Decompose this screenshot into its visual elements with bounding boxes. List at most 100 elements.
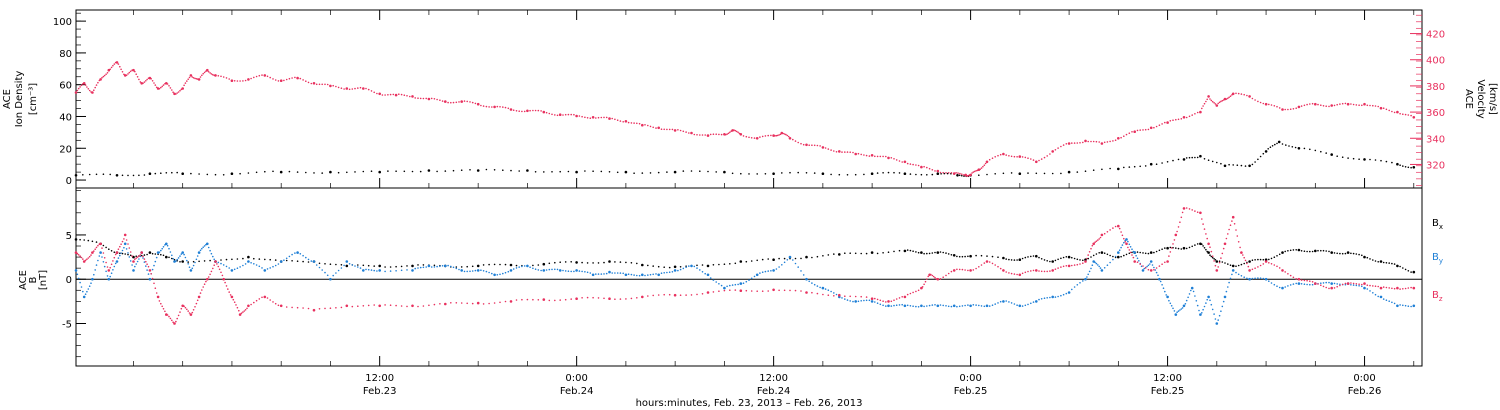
velocity-trace-dot — [1120, 136, 1122, 139]
density-trace-dot — [940, 173, 942, 175]
bz-trace-dot — [1222, 247, 1225, 250]
bx-trace-dot — [471, 265, 474, 268]
bz-trace-dot — [652, 294, 654, 297]
bx-trace-dot — [1095, 253, 1098, 255]
by-trace-dot — [79, 281, 81, 284]
by-trace-dot — [239, 266, 241, 268]
by-trace-dot — [545, 269, 548, 271]
by-trace-dot — [1180, 308, 1183, 310]
density-trace-dot — [1262, 152, 1265, 155]
by-trace-dot — [770, 270, 772, 272]
by-trace-dot — [86, 290, 88, 293]
velocity-trace-dot — [236, 80, 239, 82]
velocity-trace-dot — [1125, 133, 1128, 136]
by-trace-dot — [114, 262, 117, 265]
velocity-trace-dot — [212, 73, 214, 76]
by-trace-dot — [285, 257, 288, 260]
velocity-trace-dot — [242, 80, 244, 82]
by-trace-dot — [578, 270, 581, 272]
density-point — [476, 169, 480, 172]
bz-trace-dot — [811, 291, 813, 294]
by-trace-dot — [737, 283, 739, 286]
by-trace-dot — [354, 265, 356, 267]
velocity-tick-label: 360 — [1426, 108, 1445, 119]
by-trace-dot — [169, 251, 172, 253]
velocity-trace-dot — [95, 84, 98, 86]
velocity-trace-dot — [813, 144, 816, 147]
by-point — [821, 286, 825, 290]
density-point — [1330, 153, 1333, 156]
velocity-trace-dot — [77, 87, 80, 90]
bz-trace-dot — [97, 244, 99, 247]
velocity-trace-dot — [348, 88, 351, 91]
by-point — [148, 277, 152, 281]
by-trace-dot — [1172, 307, 1174, 310]
velocity-trace-dot — [367, 88, 370, 91]
by-trace-dot — [753, 275, 756, 278]
bz-trace-dot — [188, 312, 191, 314]
velocity-trace-dot — [103, 74, 106, 77]
by-point — [575, 269, 578, 272]
by-trace-dot — [1127, 240, 1129, 243]
velocity-trace-dot — [381, 94, 384, 96]
bz-trace-dot — [88, 255, 91, 258]
bz-trace-dot — [1247, 265, 1250, 268]
velocity-trace-dot — [586, 117, 589, 119]
by-trace-dot — [605, 272, 608, 275]
velocity-trace-dot — [759, 136, 761, 138]
bz-point — [641, 295, 644, 299]
bx-point — [969, 254, 972, 258]
by-trace-dot — [480, 269, 482, 272]
bz-trace-dot — [255, 299, 258, 302]
bz-trace-dot — [269, 299, 272, 301]
velocity-trace-dot — [1185, 116, 1188, 119]
velocity-trace-dot — [1325, 105, 1327, 107]
density-trace-dot — [1274, 143, 1276, 146]
density-point — [1277, 140, 1281, 144]
bz-trace-dot — [131, 255, 133, 257]
bz-trace-dot — [991, 262, 994, 265]
by-trace-dot — [192, 264, 195, 267]
density-trace-dot — [1155, 163, 1158, 165]
bx-trace-dot — [1194, 244, 1196, 246]
by-point — [345, 260, 349, 263]
velocity-trace-dot — [1177, 118, 1180, 121]
bz-trace-dot — [233, 301, 236, 304]
velocity-trace-dot — [135, 73, 137, 75]
bz-trace-dot — [460, 302, 463, 304]
bx-trace-dot — [532, 264, 534, 267]
bz-point — [1166, 260, 1169, 263]
velocity-point — [542, 110, 546, 114]
bz-point — [247, 304, 250, 308]
bz-trace-dot — [113, 256, 116, 259]
density-trace-dot — [1391, 161, 1393, 164]
bx-point — [74, 238, 78, 241]
density-trace-dot — [1369, 158, 1371, 161]
by-trace-dot — [310, 260, 313, 262]
velocity-trace-dot — [521, 110, 523, 113]
velocity-trace-dot — [782, 132, 784, 135]
bz-trace-dot — [1228, 228, 1230, 231]
velocity-trace-dot — [994, 156, 996, 158]
bz-trace-dot — [1057, 267, 1059, 269]
density-trace-dot — [247, 172, 250, 174]
velocity-point — [1084, 139, 1087, 143]
density-point — [1067, 170, 1071, 174]
by-point — [189, 269, 193, 272]
bx-trace-dot — [1284, 250, 1286, 253]
velocity-trace-dot — [1010, 155, 1013, 158]
bx-trace-dot — [1046, 260, 1048, 262]
velocity-trace-dot — [228, 78, 230, 80]
by-point — [247, 260, 250, 263]
velocity-trace-dot — [166, 83, 169, 85]
bz-trace-dot — [696, 293, 698, 296]
bz-trace-dot — [105, 261, 107, 264]
velocity-trace-dot — [97, 81, 99, 84]
bx-trace-dot — [723, 263, 726, 266]
velocity-trace-dot — [515, 110, 518, 112]
bz-trace-dot — [1170, 247, 1173, 249]
x-tick-date: Feb.24 — [757, 386, 791, 397]
bz-trace-dot — [945, 274, 947, 277]
by-trace-dot — [187, 263, 189, 265]
